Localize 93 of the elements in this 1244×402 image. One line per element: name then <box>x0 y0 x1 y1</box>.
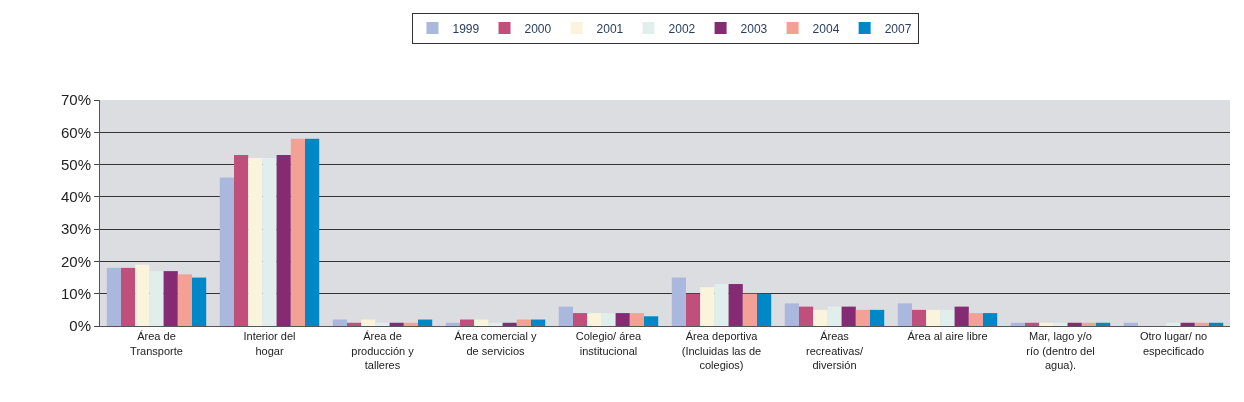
bar <box>276 154 291 326</box>
bar <box>445 322 460 326</box>
legend-label: 2007 <box>884 21 912 36</box>
bar <box>305 138 320 326</box>
bar <box>813 309 828 326</box>
bar <box>926 309 941 326</box>
x-tick-label: Colegio/ área institucional <box>575 330 643 357</box>
y-tick-label: 70% <box>60 91 91 109</box>
legend-label: 2002 <box>668 21 696 36</box>
y-tick-label: 20% <box>60 252 91 270</box>
bar <box>135 264 150 326</box>
bar <box>615 313 630 326</box>
bar <box>106 267 121 326</box>
bar <box>262 158 277 326</box>
bar <box>332 319 347 326</box>
bar <box>488 322 503 326</box>
bar <box>149 271 164 326</box>
x-tick-label: Área deportiva (Incluidas las de colegios) <box>681 330 762 371</box>
bar <box>911 309 927 326</box>
bar <box>1209 322 1224 326</box>
bar <box>375 322 390 326</box>
legend-label: 2001 <box>596 21 624 36</box>
y-tick-label: 50% <box>60 155 91 173</box>
bar <box>827 306 842 326</box>
x-tick-label: Área comercial y de servicios <box>454 330 537 357</box>
bar <box>459 319 475 326</box>
bar <box>389 322 404 326</box>
y-tick-label: 60% <box>60 123 91 141</box>
bar <box>587 313 602 326</box>
bar <box>1194 322 1210 326</box>
legend-label: 2004 <box>812 21 840 36</box>
bar <box>248 158 263 326</box>
bar <box>757 293 772 326</box>
bar <box>855 309 871 326</box>
bar <box>798 306 814 326</box>
bar <box>1166 322 1181 326</box>
bar <box>474 319 489 326</box>
bar <box>1039 322 1054 326</box>
bar <box>968 313 984 326</box>
legend-label: 2000 <box>524 21 552 36</box>
bar <box>629 313 645 326</box>
bar <box>897 303 912 326</box>
bar <box>516 319 532 326</box>
bar <box>1081 322 1097 326</box>
bar <box>502 322 517 326</box>
bar <box>572 313 588 326</box>
bar <box>290 138 306 326</box>
bar <box>784 303 799 326</box>
bar <box>219 177 234 326</box>
x-tick-label: Interior del hogar <box>243 330 296 357</box>
bar <box>870 309 885 326</box>
bar <box>403 322 419 326</box>
bar <box>1053 322 1068 326</box>
legend-label: 2003 <box>740 21 768 36</box>
x-tick-label: Área al aire libre <box>907 330 988 343</box>
bar <box>700 287 715 326</box>
x-tick-label: Otro lugar/ no especificado <box>1139 330 1208 357</box>
bar <box>361 319 376 326</box>
bar <box>601 313 616 326</box>
bar <box>644 316 659 326</box>
x-tick-label: Área de producción y talleres <box>351 330 415 371</box>
bar <box>163 271 178 326</box>
bar <box>177 274 193 326</box>
bar <box>233 154 249 326</box>
bar <box>685 293 701 326</box>
bar <box>346 322 362 326</box>
bar <box>1010 322 1025 326</box>
bar <box>1123 322 1138 326</box>
bar <box>1096 322 1111 326</box>
bar <box>728 284 743 326</box>
x-tick-label: Área de Transporte <box>130 330 183 357</box>
bar <box>558 306 573 326</box>
bar <box>742 293 758 326</box>
x-tick-label: Mar, lago y/o río (dentro del agua). <box>1026 330 1095 371</box>
bar <box>531 319 546 326</box>
bar <box>120 267 136 326</box>
bar <box>954 306 969 326</box>
bar <box>1067 322 1082 326</box>
y-tick-label: 10% <box>60 284 91 302</box>
bar <box>671 277 686 326</box>
y-tick-label: 40% <box>60 188 91 206</box>
bar <box>1024 322 1040 326</box>
bar <box>714 284 729 326</box>
legend-label: 1999 <box>452 21 480 36</box>
y-tick-label: 0% <box>69 317 91 335</box>
bar <box>841 306 856 326</box>
bar <box>418 319 433 326</box>
y-tick-label: 30% <box>60 220 91 238</box>
bar <box>983 313 998 326</box>
x-tick-label: Áreas recreativas/ diversión <box>806 330 864 371</box>
bar <box>940 309 955 326</box>
bar <box>1180 322 1195 326</box>
bar <box>192 277 207 326</box>
